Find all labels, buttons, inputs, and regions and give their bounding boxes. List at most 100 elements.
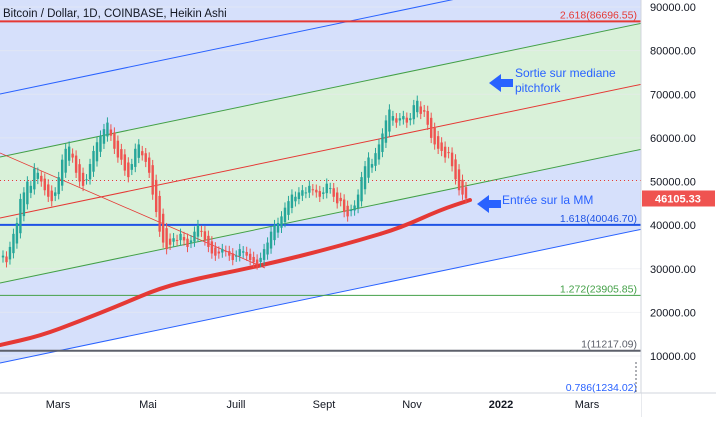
candle-body	[22, 192, 26, 217]
candle-body	[12, 233, 15, 254]
candle-body	[92, 150, 95, 172]
candle-body	[123, 154, 127, 171]
fib-level-label-3: 1(11217.09)	[581, 339, 637, 351]
price-axis-bg	[641, 0, 716, 417]
price-axis-tick: 50000.00	[650, 177, 696, 189]
price-axis-tick: 70000.00	[650, 89, 696, 101]
candle-body	[74, 155, 78, 173]
candle-body	[85, 179, 88, 181]
candle-body	[137, 144, 140, 158]
candle-body	[235, 255, 238, 257]
candle-body	[315, 189, 318, 193]
candle-body	[339, 197, 342, 202]
price-axis-tick: 80000.00	[650, 46, 696, 58]
candle-body	[429, 117, 433, 138]
candle-body	[405, 117, 409, 123]
price-axis-tick: 30000.00	[650, 264, 696, 276]
annotation-sortie-line-1: Sortie sur mediane	[515, 66, 616, 80]
candle-body	[15, 222, 19, 244]
time-axis-tick: Sept	[313, 399, 336, 411]
candle-body	[81, 172, 85, 186]
candle-body	[447, 152, 450, 154]
candle-body	[464, 187, 468, 199]
candle-body	[175, 239, 179, 241]
time-axis-tick: Nov	[402, 399, 422, 411]
annotation-sortie-line-2: pitchfork	[515, 81, 561, 95]
candle-body	[196, 225, 200, 237]
candle-body	[193, 231, 196, 242]
candle-body	[332, 188, 335, 197]
candle-body	[301, 190, 304, 196]
candle-body	[102, 129, 106, 144]
price-axis: 90000.00 80000.00 70000.00 60000.00 50000.00…	[640, 0, 716, 417]
candle-body	[363, 166, 367, 190]
time-axis-bg	[0, 393, 641, 417]
candle-body	[443, 146, 447, 158]
candle-body	[238, 249, 241, 257]
candle-body	[409, 118, 412, 121]
candle-body	[242, 251, 245, 253]
candle-body	[335, 192, 339, 204]
candle-body	[5, 256, 8, 263]
candle-body	[33, 168, 36, 190]
pitchfork-lower-line	[0, 228, 642, 364]
candle-body	[259, 257, 262, 262]
chart-title: Bitcoin / Dollar, 1D, COINBASE, Heikin A…	[3, 8, 227, 20]
candle-body	[221, 249, 224, 253]
candle-body	[419, 106, 422, 114]
candle-body	[325, 183, 328, 194]
candle-body	[67, 146, 71, 161]
candle-body	[374, 153, 377, 166]
candle-body	[384, 120, 388, 143]
candle-body	[273, 225, 276, 241]
candle-body	[214, 247, 217, 256]
candle-body	[47, 184, 50, 197]
candle-body	[151, 165, 154, 195]
candle-body	[318, 191, 321, 197]
candle-body	[356, 194, 360, 208]
candle-body	[454, 159, 457, 180]
entree-arrow-icon	[477, 195, 501, 213]
candle-body	[367, 157, 370, 178]
candle-body	[36, 172, 40, 179]
candle-body	[158, 195, 161, 232]
candle-body	[457, 169, 461, 191]
candle-body	[186, 238, 189, 247]
candle-body	[395, 118, 398, 123]
candle-body	[255, 259, 259, 265]
candle-body	[172, 238, 175, 242]
candle-body	[440, 142, 443, 151]
time-axis: Mars Mai Juill Sept Nov 2022 Mars	[0, 392, 716, 417]
candle-body	[248, 253, 252, 261]
candle-body	[54, 192, 57, 196]
candle-body	[294, 196, 297, 202]
candle-body	[19, 198, 22, 234]
fib-level-label-2: 1.272(23905.85)	[560, 283, 637, 295]
candle-body	[210, 241, 214, 254]
candle-body	[402, 116, 405, 120]
candle-body	[342, 199, 346, 213]
fib-level-label-0: 2.618(86696.55)	[560, 9, 637, 21]
candles	[1, 95, 468, 270]
candle-body	[423, 110, 426, 112]
candle-body	[144, 153, 147, 162]
candle-body	[266, 242, 269, 255]
pitchfork-lines	[0, 0, 642, 364]
candle-body	[461, 179, 464, 195]
candle-body	[200, 230, 203, 232]
candle-body	[50, 190, 53, 202]
candle-body	[370, 164, 374, 168]
candle-body	[95, 142, 99, 162]
candle-body	[304, 192, 308, 194]
candle-body	[203, 231, 207, 241]
last-price-label: 46105.33	[655, 193, 701, 205]
candle-body	[346, 205, 349, 217]
candle-body	[224, 250, 227, 252]
candle-body	[398, 118, 402, 121]
candle-body	[349, 209, 353, 212]
candle-body	[127, 162, 130, 178]
candle-body	[269, 231, 273, 249]
